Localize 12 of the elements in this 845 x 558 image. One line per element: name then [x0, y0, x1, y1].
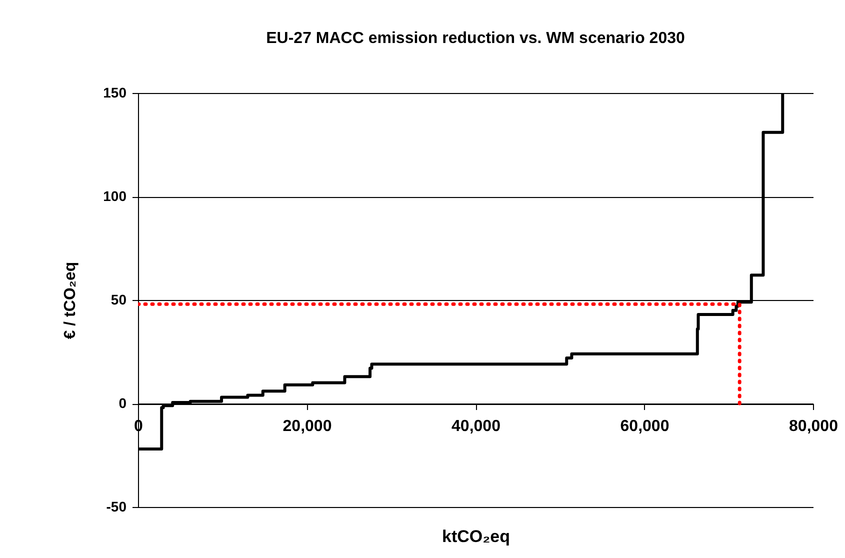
y-tick-label: 100 [103, 188, 127, 204]
x-axis-title: ktCO₂eq [442, 527, 510, 546]
y-tick-label: 50 [110, 292, 127, 308]
x-tick-label: 80,000 [789, 418, 838, 435]
y-axis-title: € / tCO₂eq [62, 262, 80, 340]
y-tick-label: 0 [118, 395, 127, 411]
x-tick-label: 20,000 [282, 418, 332, 435]
x-tick-label: 60,000 [620, 418, 670, 435]
y-tick-label: -50 [106, 498, 127, 514]
chart-title: EU-27 MACC emission reduction vs. WM scenario 2030 [266, 30, 685, 47]
x-tick-label: 40,000 [452, 418, 501, 435]
y-tick-label: 150 [103, 84, 127, 100]
